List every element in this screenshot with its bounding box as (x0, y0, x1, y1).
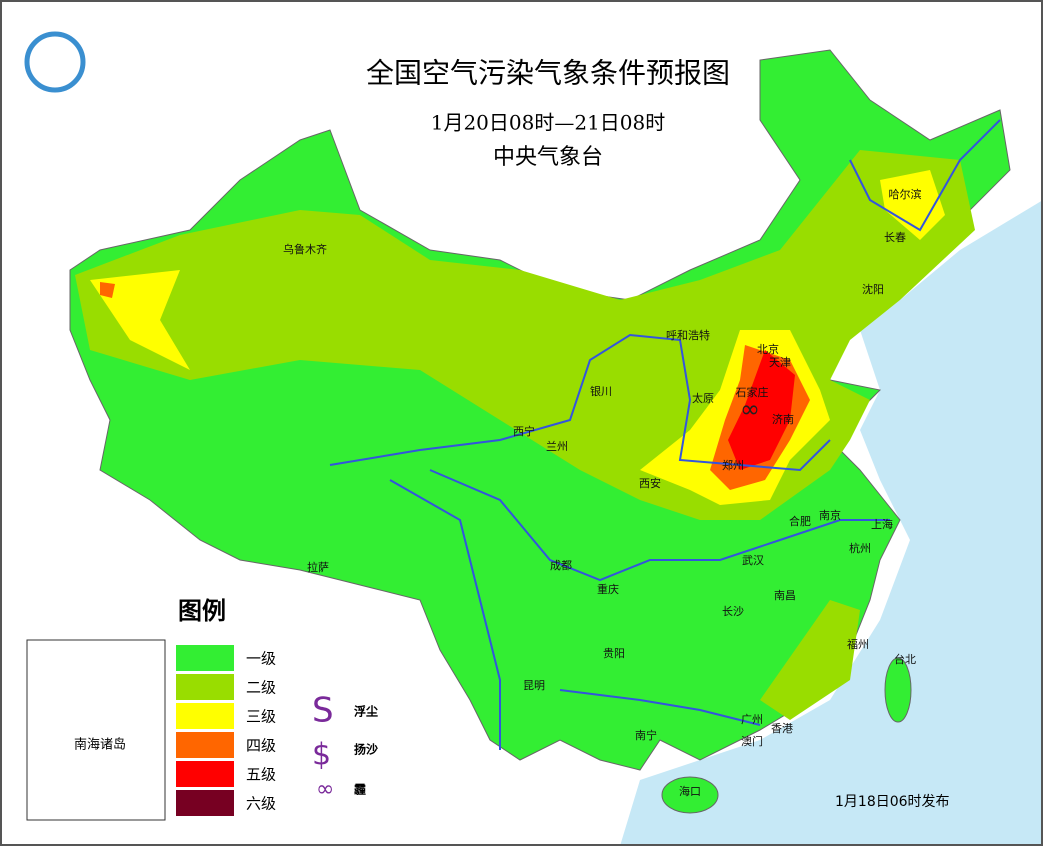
city-label: 郑州 (722, 458, 744, 472)
period: 1月20日08时—21日08时 (431, 111, 666, 135)
city-label: 昆明 (523, 679, 545, 692)
city-label: 北京 (757, 342, 779, 356)
city-label: 武汉 (742, 554, 764, 567)
legend-swatch (176, 645, 234, 671)
legend-swatch (176, 790, 234, 816)
legend-label: 四级 (246, 737, 276, 755)
city-label: 银川 (590, 384, 612, 398)
city-label: 南宁 (635, 728, 657, 742)
level-3-area (880, 170, 945, 240)
city-label: 天津 (769, 356, 791, 369)
city-label: 贵阳 (603, 647, 625, 660)
city-label: 呼和浩特 (666, 328, 710, 342)
level-2-area (760, 600, 860, 720)
city-label: 上海 (871, 517, 893, 531)
haze-symbol: ∞ (316, 777, 334, 802)
sea (620, 200, 1043, 846)
city-label: 西安 (639, 476, 661, 490)
city-label: 海口 (679, 784, 701, 798)
city-label: 乌鲁木齐 (283, 242, 327, 256)
legend-swatch (176, 703, 234, 729)
city-label: 济南 (772, 412, 794, 426)
dust-symbol: S (312, 691, 334, 731)
issuer: 中央气象台 (493, 145, 603, 170)
city-label: 南昌 (774, 589, 796, 602)
legend-label: 五级 (246, 766, 276, 784)
legend-label: 三级 (246, 708, 276, 726)
city-label: 台北 (894, 652, 916, 666)
city-label: 太原 (692, 392, 714, 405)
level-4-area (100, 282, 115, 298)
city-label: 成都 (550, 559, 572, 572)
city-label: 哈尔滨 (889, 187, 922, 201)
city-label: 长春 (884, 231, 906, 244)
legend-label: 一级 (246, 650, 276, 668)
city-label: 兰州 (546, 440, 568, 453)
city-label: 重庆 (597, 582, 619, 596)
city-label: 广州 (741, 713, 763, 726)
city-label: 福州 (847, 637, 869, 651)
legend-swatch (176, 761, 234, 787)
city-label: 西宁 (513, 424, 535, 438)
haze-mark: ∞ (740, 395, 760, 423)
symbol-label: 浮尘 (354, 704, 378, 719)
legend-label: 六级 (246, 795, 276, 813)
symbol-label: 扬沙 (354, 742, 378, 757)
sand-symbol: $ (312, 738, 331, 773)
city-label: 石家庄 (736, 385, 769, 399)
issued: 1月18日06时发布 (835, 794, 950, 810)
logo (24, 31, 86, 93)
city-label: 拉萨 (307, 560, 329, 574)
city-label: 长沙 (722, 605, 744, 618)
symbol-label: 霾 (354, 783, 366, 797)
city-label: 澳门 (741, 734, 763, 748)
city-label: 香港 (771, 722, 793, 735)
city-label: 杭州 (849, 541, 871, 555)
legend-label: 二级 (246, 679, 276, 697)
level-3-area (90, 270, 190, 370)
city-label: 沈阳 (862, 282, 884, 296)
taiwan (884, 657, 912, 723)
inset-label: 南海诸岛 (74, 737, 126, 753)
rivers (329, 119, 1001, 750)
legend-swatch (176, 732, 234, 758)
legend-title: 图例 (178, 597, 226, 625)
inset-frame (26, 639, 166, 821)
legend-swatch (176, 674, 234, 700)
city-label: 南京 (819, 508, 841, 522)
city-label: 合肥 (789, 514, 811, 528)
title: 全国空气污染气象条件预报图 (366, 57, 730, 90)
hainan (661, 776, 719, 814)
level-5-area (728, 350, 795, 470)
